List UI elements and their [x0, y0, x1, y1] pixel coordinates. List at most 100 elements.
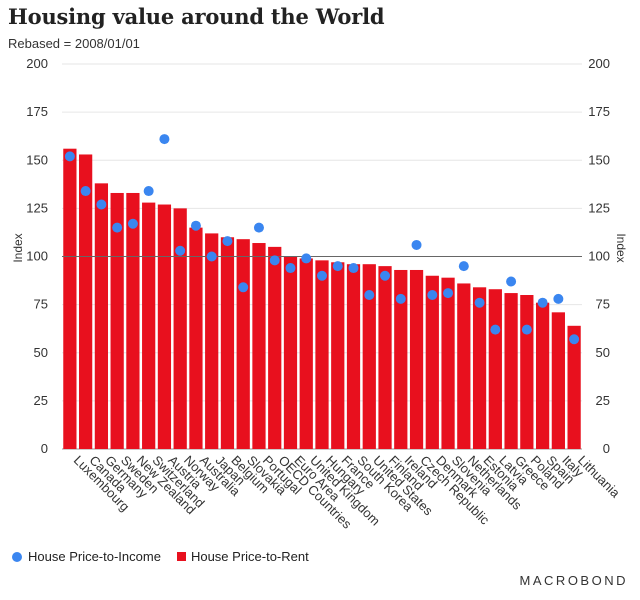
- bar: [157, 204, 172, 449]
- bar: [126, 192, 140, 449]
- bar: [425, 275, 439, 449]
- bar: [362, 264, 376, 449]
- scatter-point: [238, 282, 249, 293]
- bar: [520, 295, 534, 449]
- scatter-point: [64, 151, 75, 162]
- bar: [63, 148, 77, 449]
- bar: [220, 237, 235, 449]
- y-tick-label-right: 125: [588, 200, 610, 215]
- y-tick-label-right: 75: [596, 297, 610, 312]
- scatter-point: [427, 290, 438, 300]
- y-tick-label-right: 175: [588, 104, 610, 119]
- scatter-point: [253, 222, 264, 233]
- y-tick-label-left: 150: [26, 152, 48, 167]
- bar: [504, 293, 518, 449]
- legend: House Price-to-Income House Price-to-Ren…: [12, 549, 325, 564]
- bar: [236, 239, 250, 449]
- scatter-point: [395, 293, 406, 304]
- y-tick-label-left: 100: [26, 249, 48, 264]
- y-tick-label-right: 0: [603, 441, 610, 456]
- scatter-series-house-price-to-income: [64, 134, 580, 345]
- bar: [394, 269, 408, 449]
- x-tick-label: Lithuania: [575, 453, 623, 501]
- scatter-point: [317, 270, 327, 281]
- bar: [567, 325, 581, 449]
- scatter-point: [364, 290, 375, 300]
- bar: [472, 287, 487, 449]
- scatter-point: [506, 276, 517, 287]
- bar: [205, 233, 219, 449]
- y-tick-label-right: 200: [588, 56, 610, 71]
- scatter-point: [269, 255, 280, 266]
- scatter-point: [380, 270, 391, 281]
- legend-label-income: House Price-to-Income: [28, 549, 161, 564]
- bar: [142, 202, 156, 449]
- left-y-axis-ticks: 0 25 50 75 100 125 150 175 200: [26, 56, 48, 456]
- bar: [488, 289, 502, 449]
- bar: [346, 264, 361, 449]
- scatter-point: [222, 236, 233, 247]
- y-tick-label-right: 150: [588, 152, 610, 167]
- scatter-point: [112, 222, 123, 233]
- legend-item-income: House Price-to-Income: [12, 549, 161, 564]
- y-tick-label-left: 75: [34, 297, 48, 312]
- scatter-point: [332, 261, 343, 272]
- bar: [378, 266, 392, 449]
- scatter-point: [521, 324, 532, 335]
- y-tick-label-right: 100: [588, 249, 610, 264]
- legend-label-rent: House Price-to-Rent: [190, 549, 309, 564]
- y-tick-label-right: 25: [596, 393, 610, 408]
- y-tick-label-left: 125: [26, 200, 48, 215]
- legend-square-icon: [176, 552, 186, 561]
- bar: [457, 283, 471, 449]
- bar: [252, 243, 266, 449]
- scatter-point: [553, 293, 564, 304]
- y-tick-label-left: 25: [34, 393, 48, 408]
- scatter-point: [190, 220, 201, 231]
- scatter-point: [301, 253, 312, 264]
- scatter-point: [348, 263, 359, 274]
- bar: [283, 256, 298, 449]
- scatter-point: [411, 239, 422, 250]
- bar: [409, 269, 424, 449]
- bar: [535, 302, 550, 449]
- y-tick-label-left: 50: [34, 345, 48, 360]
- scatter-point: [285, 263, 296, 274]
- left-y-axis-label: Index: [11, 233, 25, 262]
- bar: [268, 246, 282, 449]
- bar: [441, 277, 455, 449]
- scatter-point: [206, 251, 217, 262]
- scatter-point: [127, 218, 138, 229]
- bar: [315, 260, 329, 449]
- bar: [299, 258, 313, 449]
- scatter-point: [175, 245, 186, 256]
- bar: [331, 262, 345, 449]
- y-tick-label-left: 200: [26, 56, 48, 71]
- y-tick-label-right: 50: [596, 345, 610, 360]
- bar: [94, 183, 109, 449]
- y-tick-label-left: 175: [26, 104, 48, 119]
- bar: [173, 208, 187, 449]
- chart-title: Housing value around the World: [8, 4, 385, 29]
- chart-subtitle: Rebased = 2008/01/01: [8, 36, 140, 51]
- scatter-point: [458, 261, 469, 272]
- y-tick-label-left: 0: [41, 441, 48, 456]
- scatter-point: [96, 199, 107, 210]
- bar: [189, 227, 203, 449]
- legend-item-rent: House Price-to-Rent: [176, 549, 309, 564]
- bar: [551, 312, 565, 449]
- chart-area: 0 25 50 75 100 125 150 175 200 0 25 50 75 100 125 150 1…: [11, 56, 628, 532]
- scatter-point: [490, 324, 501, 335]
- scatter-point: [143, 186, 154, 197]
- bar: [79, 154, 93, 449]
- bar-series-house-price-to-rent: [63, 148, 581, 449]
- scatter-point: [537, 297, 548, 308]
- scatter-point: [80, 186, 91, 197]
- legend-dot-icon: [12, 551, 22, 562]
- right-y-axis-label: Index: [614, 233, 628, 262]
- scatter-point: [569, 334, 580, 345]
- scatter-point: [474, 297, 485, 308]
- scatter-point: [159, 134, 170, 145]
- right-y-axis-ticks: 0 25 50 75 100 125 150 175 200: [588, 56, 610, 456]
